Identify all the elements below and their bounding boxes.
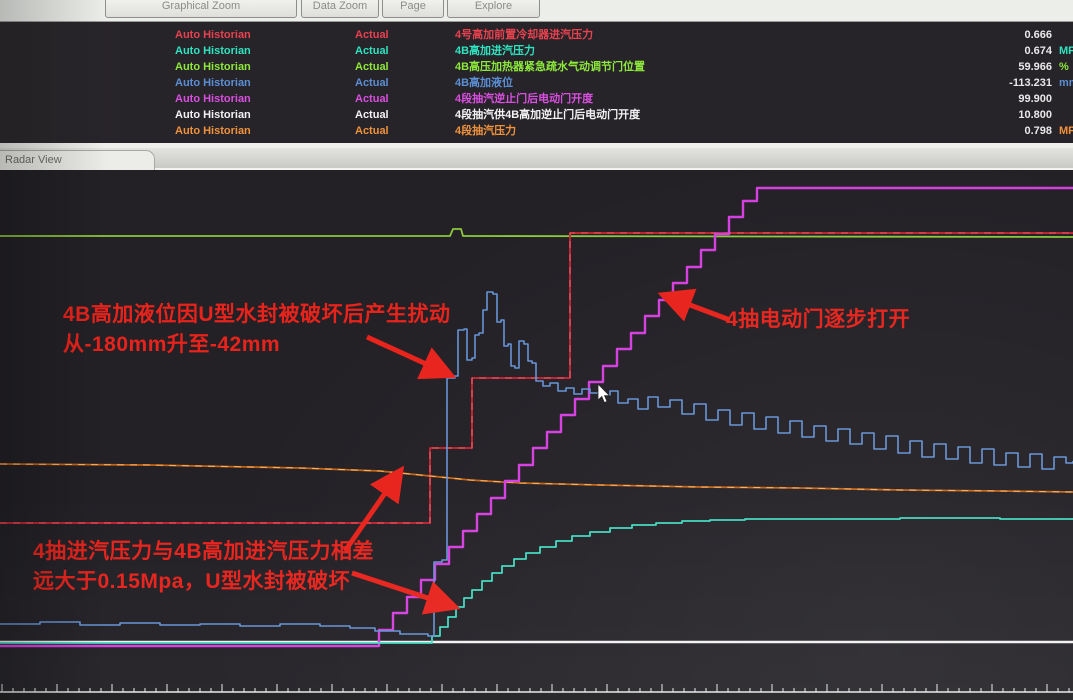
annotation-arrow xyxy=(342,465,405,553)
chart-annotation-line: 从-180mm升至-42mm xyxy=(63,333,281,356)
trend-line-4段抽汽压力 xyxy=(0,463,1073,493)
legend-retrieval-type: Actual xyxy=(355,93,389,105)
legend-unit: mm xyxy=(1059,77,1073,89)
time-axis-band xyxy=(0,692,1073,700)
legend-source: Auto Historian xyxy=(175,77,251,89)
legend-row[interactable]: Auto Historian Actual 4号高加前置冷却器进汽压力 0.666 xyxy=(0,27,1073,43)
chart-annotation-line: 4抽进汽压力与4B高加进汽压力相差 xyxy=(33,540,375,563)
legend-unit: MPa xyxy=(1059,45,1073,57)
annotation-arrow xyxy=(657,288,731,323)
legend-row[interactable]: Auto Historian Actual 4段抽汽逆止门后电动门开度 99.900 xyxy=(0,91,1073,107)
legend-row[interactable]: Auto Historian Actual 4段抽汽供4B高加逆止门后电动门开度 10… xyxy=(0,107,1073,123)
legend-source: Auto Historian xyxy=(175,45,251,57)
chart-annotation-line: 4抽电动门逐步打开 xyxy=(726,308,911,331)
legend-tag-name: 4B高压加热器紧急疏水气动调节门位置 xyxy=(455,61,646,73)
legend-current-value: 59.966 xyxy=(1018,61,1052,73)
legend-retrieval-type: Actual xyxy=(355,45,389,57)
legend-retrieval-type: Actual xyxy=(355,61,389,73)
toolbar-button-data-zoom[interactable]: Data Zoom xyxy=(301,0,379,18)
legend-tag-name: 4B高加进汽压力 xyxy=(455,45,536,57)
trend-line-4b高加进汽压力 xyxy=(0,517,1073,644)
trend-line-highlight-4号高加前置冷却器进汽压力 xyxy=(0,232,1073,524)
legend-source: Auto Historian xyxy=(175,29,251,41)
trend-line-highlight-4段抽汽压力 xyxy=(0,463,1073,493)
annotation-arrow xyxy=(365,334,457,380)
mouse-cursor xyxy=(597,383,611,404)
legend-row[interactable]: Auto Historian Actual 4B高加液位 -113.231 mm xyxy=(0,75,1073,91)
legend-source: Auto Historian xyxy=(175,125,251,137)
legend-retrieval-type: Actual xyxy=(355,125,389,137)
annotation-arrow xyxy=(351,570,461,615)
trend-line-4b高压加热器紧急疏水气动调节门位置 xyxy=(0,228,1073,238)
trend-chart-area[interactable] xyxy=(0,170,1073,700)
tab-radar-view[interactable]: Radar View xyxy=(0,150,155,170)
tag-legend-table: Auto Historian Actual 4号高加前置冷却器进汽压力 0.666 Au… xyxy=(0,22,1073,143)
legend-source: Auto Historian xyxy=(175,93,251,105)
trend-chart-svg[interactable] xyxy=(0,170,1073,700)
toolbar-button-explore[interactable]: Explore xyxy=(447,0,540,18)
legend-row[interactable]: Auto Historian Actual 4B高压加热器紧急疏水气动调节门位置 59… xyxy=(0,59,1073,75)
legend-unit: % xyxy=(1059,61,1069,73)
legend-current-value: 10.800 xyxy=(1018,109,1052,121)
legend-tag-name: 4段抽汽逆止门后电动门开度 xyxy=(455,93,594,105)
chart-annotation: 4抽电动门逐步打开 xyxy=(726,305,910,335)
legend-current-value: 99.900 xyxy=(1018,93,1052,105)
trend-line-4段抽汽逆止门后电动门开度 xyxy=(0,186,1073,648)
legend-current-value: 0.798 xyxy=(1024,125,1052,137)
legend-current-value: 0.674 xyxy=(1024,45,1052,57)
trend-line-4b高加液位 xyxy=(0,291,1073,637)
divider-strip xyxy=(0,143,1073,148)
chart-annotation-line: 远大于0.15Mpa，U型水封被破坏 xyxy=(33,570,351,593)
legend-row[interactable]: Auto Historian Actual 4段抽汽压力 0.798 MPa xyxy=(0,123,1073,139)
radar-view-bar: Radar View xyxy=(0,148,1073,170)
legend-row[interactable]: Auto Historian Actual 4B高加进汽压力 0.674 MPa xyxy=(0,43,1073,59)
chart-annotation: 4抽进汽压力与4B高加进汽压力相差 远大于0.15Mpa，U型水封被破坏 xyxy=(33,537,374,597)
top-toolbar: Graphical Zoom Data Zoom Page Explore xyxy=(0,0,1073,22)
legend-retrieval-type: Actual xyxy=(355,77,389,89)
legend-source: Auto Historian xyxy=(175,109,251,121)
toolbar-button-page[interactable]: Page xyxy=(382,0,444,18)
legend-current-value: -113.231 xyxy=(1009,77,1052,89)
toolbar-button-graphical-zoom[interactable]: Graphical Zoom xyxy=(105,0,297,18)
chart-annotation-line: 4B高加液位因U型水封被破坏后产生扰动 xyxy=(63,303,451,326)
legend-retrieval-type: Actual xyxy=(355,29,389,41)
legend-tag-name: 4B高加液位 xyxy=(455,77,514,89)
tab-radar-view-label: Radar View xyxy=(5,154,62,166)
legend-tag-name: 4号高加前置冷却器进汽压力 xyxy=(455,29,594,41)
legend-retrieval-type: Actual xyxy=(355,109,389,121)
legend-tag-name: 4段抽汽供4B高加逆止门后电动门开度 xyxy=(455,109,641,121)
legend-source: Auto Historian xyxy=(175,61,251,73)
legend-current-value: 0.666 xyxy=(1024,29,1052,41)
chart-annotation: 4B高加液位因U型水封被破坏后产生扰动 从-180mm升至-42mm xyxy=(63,300,451,360)
legend-tag-name: 4段抽汽压力 xyxy=(455,125,517,137)
legend-unit: MPa xyxy=(1059,125,1073,137)
